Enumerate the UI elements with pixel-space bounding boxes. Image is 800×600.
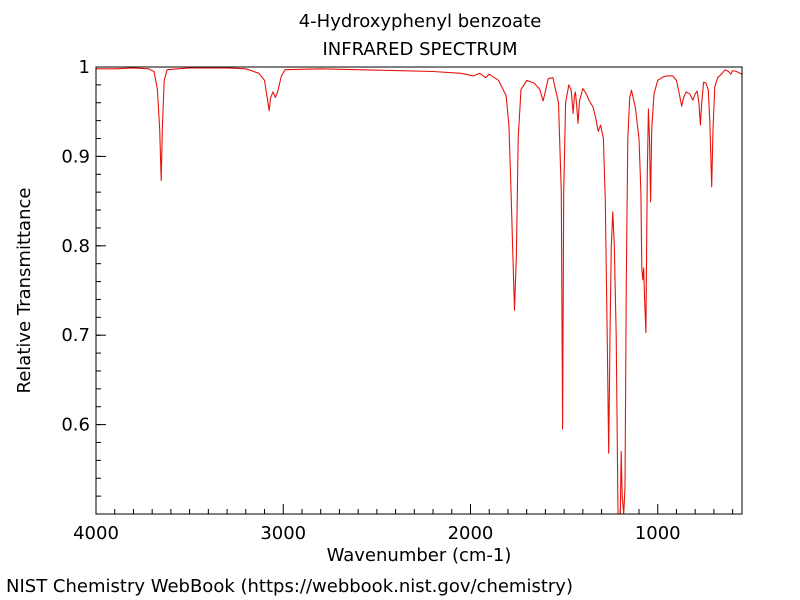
plot-frame bbox=[95, 66, 743, 515]
chart-subtitle: INFRARED SPECTRUM bbox=[322, 39, 518, 60]
y-tick-label: 0.9 bbox=[61, 146, 90, 167]
x-tick-label: 4000 bbox=[73, 523, 119, 544]
source-footer: NIST Chemistry WebBook (https://webbook.… bbox=[6, 576, 573, 597]
major-ticks bbox=[95, 66, 659, 514]
tick-labels: 4000 3000 2000 1000 0.6 0.7 0.8 0.9 1 bbox=[61, 57, 680, 544]
y-axis-label: Relative Transmittance bbox=[14, 188, 35, 394]
y-tick-label: 1 bbox=[79, 57, 90, 78]
chart-title: 4-Hydroxyphenyl benzoate bbox=[298, 11, 542, 32]
x-axis-label: Wavenumber (cm-1) bbox=[327, 545, 512, 566]
spectrum-line bbox=[96, 67, 743, 515]
y-tick-label: 0.6 bbox=[61, 415, 90, 436]
x-tick-label: 2000 bbox=[448, 523, 494, 544]
x-tick-label: 1000 bbox=[635, 523, 681, 544]
minor-ticks bbox=[96, 84, 734, 514]
y-tick-label: 0.7 bbox=[61, 325, 90, 346]
y-tick-label: 0.8 bbox=[61, 236, 90, 257]
x-tick-label: 3000 bbox=[260, 523, 306, 544]
